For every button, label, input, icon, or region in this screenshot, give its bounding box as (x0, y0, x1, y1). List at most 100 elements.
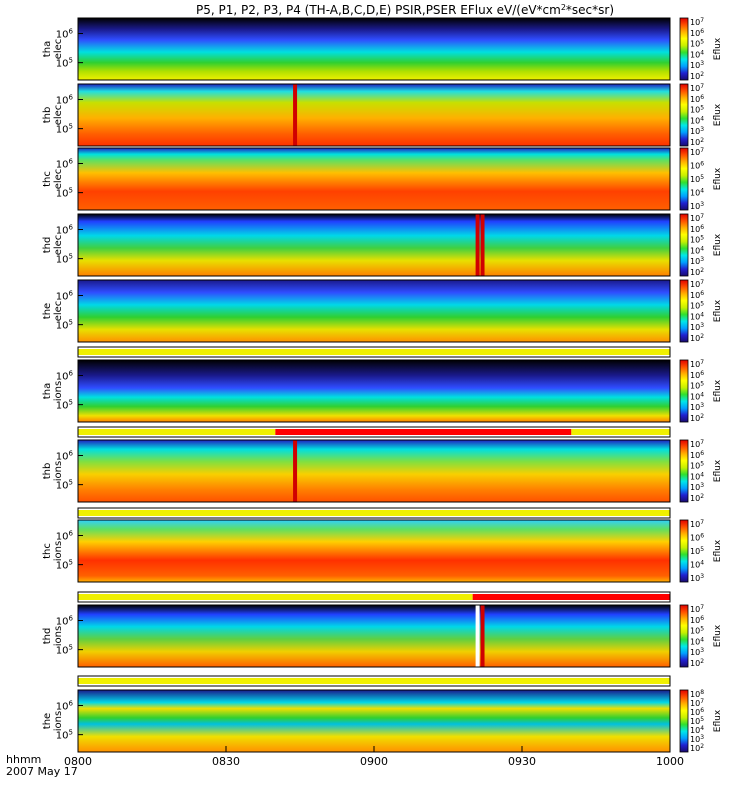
colorbar-thc-elec (679, 147, 689, 211)
mode-bar-after-the-elec (77, 346, 671, 358)
panel-label-tha-elec-line1: tha (42, 41, 53, 57)
panel-frame (77, 439, 671, 503)
y-tick-label: 106 (56, 450, 74, 463)
y-tick-label: 106 (56, 28, 74, 41)
x-axis-label-hhmm: hhmm (6, 753, 41, 766)
colorbar-tick-label: 106 (690, 615, 704, 625)
panel-label-tha-ions-line1: tha (42, 383, 53, 399)
panel-label-the-ions-line2: ions (53, 711, 64, 731)
panel-frame (77, 17, 671, 81)
colorbar-tick-label: 104 (690, 560, 704, 570)
event-stripe (293, 84, 298, 146)
panel-label-thd-elec-line1: thd (42, 237, 53, 254)
colorbar-tick-label: 103 (690, 322, 704, 332)
mode-bars (77, 346, 671, 687)
x-axis-label-date: 2007 May 17 (6, 765, 78, 778)
y-tick-label: 106 (56, 224, 74, 237)
panel-label-thb-ions-line1: thb (42, 463, 53, 480)
colorbar-tick-label: 104 (690, 725, 704, 735)
mode-segment (78, 429, 276, 435)
mode-segment (472, 594, 670, 600)
y-tick-label: 105 (56, 729, 73, 742)
colorbar-label: Eflux (713, 37, 723, 60)
colorbar-thb-ions (679, 439, 689, 503)
colorbar-tick-label: 106 (690, 707, 704, 717)
spectrogram-tha-elec (78, 18, 670, 80)
colorbar-tick-label: 105 (690, 716, 704, 726)
colorbar-tick-label: 102 (690, 267, 704, 277)
panel-label-thc-elec-line1: thc (42, 171, 53, 187)
colorbar-tick-label: 102 (690, 743, 704, 753)
colorbar-tick-label: 103 (690, 647, 704, 657)
y-tick-label: 105 (56, 123, 73, 136)
panel-frame (77, 359, 671, 423)
colorbar-tick-label: 103 (690, 402, 704, 412)
panel-label-tha-elec-line2: elec (53, 39, 64, 60)
mode-segment (78, 510, 670, 516)
colorbar-tick-label: 106 (690, 94, 704, 104)
mode-bar-after-thc-ions (77, 591, 671, 603)
colorbar-tick-label: 107 (690, 519, 704, 529)
panel-label-thb-ions-line2: ions (53, 461, 64, 481)
panel-label-the-elec-line1: the (42, 303, 53, 319)
colorbar-tick-label: 107 (690, 147, 704, 157)
colorbar-tick-label: 105 (690, 461, 704, 471)
mode-segment (78, 349, 670, 355)
mode-segment (571, 429, 670, 435)
colorbar-tick-label: 104 (690, 471, 704, 481)
mode-bar-after-tha-ions (77, 426, 671, 438)
colorbar-tick-label: 104 (690, 49, 704, 59)
panel-label-thb-elec-line2: elec (53, 105, 64, 126)
colorbar-tick-label: 107 (690, 604, 704, 614)
spectrogram-thd-elec (78, 214, 670, 276)
panel-label-the-ions-line1: the (42, 713, 53, 729)
spectrogram-thc-ions (78, 520, 670, 582)
colorbar-tick-label: 104 (690, 245, 704, 255)
x-tick-label: 0930 (508, 755, 536, 768)
event-stripe (480, 605, 485, 667)
colorbar-tick-label: 106 (690, 370, 704, 380)
colorbar-tick-label: 107 (690, 698, 704, 708)
colorbar-tick-label: 106 (690, 224, 704, 234)
y-tick-label: 106 (56, 370, 74, 383)
y-tick-label: 105 (56, 399, 73, 412)
spectrogram-thd-ions (78, 605, 670, 667)
colorbar-the-elec (679, 279, 689, 343)
y-tick-label: 105 (56, 187, 73, 200)
colorbar-tick-label: 108 (690, 689, 704, 699)
colorbar-tick-label: 105 (690, 235, 704, 245)
mode-segment (275, 429, 572, 435)
chart-title: P5, P1, P2, P3, P4 (TH-A,B,C,D,E) PSIR,P… (196, 3, 614, 17)
colorbar-thb-elec (679, 83, 689, 147)
y-tick-label: 106 (56, 94, 74, 107)
x-tick-label: 0900 (360, 755, 388, 768)
colorbar-tick-label: 103 (690, 482, 704, 492)
panel-frame (77, 519, 671, 583)
colorbar-tick-label: 102 (690, 137, 704, 147)
colorbar-tick-label: 104 (690, 311, 704, 321)
spectrogram-thb-elec (78, 84, 670, 146)
colorbar-tick-label: 102 (690, 493, 704, 503)
mode-bar-frame (77, 346, 671, 358)
colorbar-tick-label: 102 (690, 658, 704, 668)
y-tick-label: 105 (56, 319, 73, 332)
spectrogram-thb-ions (78, 440, 670, 502)
y-tick-label: 105 (56, 253, 73, 266)
y-tick-label: 105 (56, 57, 73, 70)
colorbar-tick-label: 104 (690, 391, 704, 401)
y-tick-label: 106 (56, 530, 74, 543)
colorbar-label: Eflux (713, 233, 723, 256)
colorbar-tick-label: 105 (690, 626, 704, 636)
colorbar-tick-label: 107 (690, 279, 704, 289)
x-tick-label: 1000 (656, 755, 684, 768)
colorbar-thc-ions (679, 519, 689, 583)
colorbar-tick-label: 105 (690, 301, 704, 311)
